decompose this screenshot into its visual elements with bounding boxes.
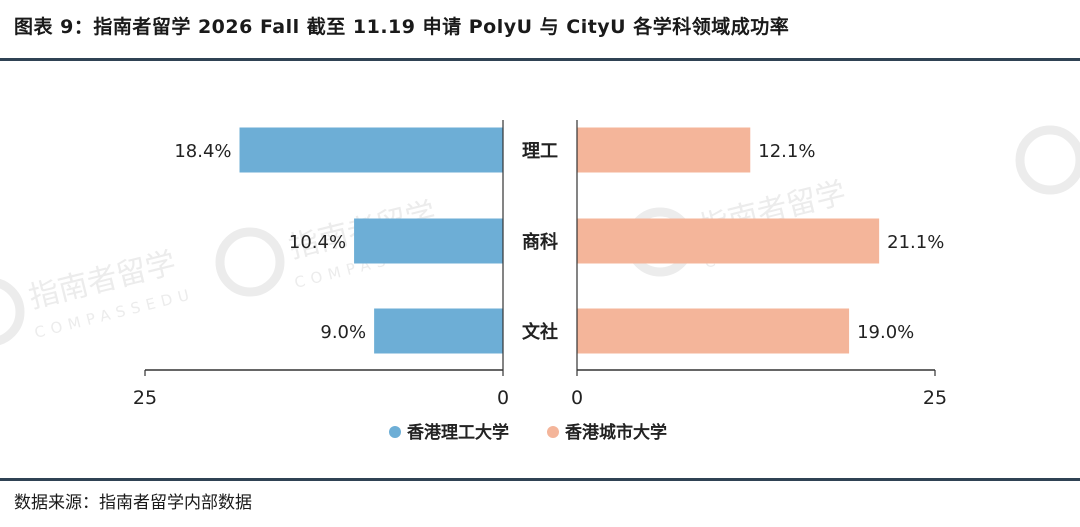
legend-marker-icon [389, 426, 401, 438]
bar-3-left [374, 308, 503, 354]
legend-label: 香港理工大学 [407, 422, 509, 443]
x-tick-label: 0 [571, 387, 583, 409]
value-label-right: 12.1% [758, 141, 815, 162]
value-label-left: 9.0% [320, 322, 366, 343]
bar-2-right [577, 218, 880, 264]
bar-1-right [577, 127, 751, 173]
bar-1-left [239, 127, 503, 173]
source-note: 数据来源：指南者留学内部数据 [14, 493, 252, 513]
x-tick-label: 0 [497, 387, 509, 409]
legend-marker-icon [547, 426, 559, 438]
category-label: 理工 [522, 141, 558, 162]
value-label-right: 21.1% [887, 232, 944, 253]
x-tick-label: 25 [923, 387, 947, 409]
footer-rule [0, 478, 1080, 481]
bar-3-right [577, 308, 850, 354]
value-label-left: 18.4% [174, 141, 231, 162]
x-tick-label: 25 [133, 387, 157, 409]
butterfly-bar-chart: 指南者留学COMPASSEDU指南者留学COMPASSEDU指南者留学COMPA… [0, 120, 1080, 443]
watermark-logo-icon [1015, 125, 1080, 195]
category-label: 商科 [522, 231, 558, 253]
watermark-logo-icon [215, 227, 285, 297]
bar-2-left [354, 218, 503, 264]
legend-label: 香港城市大学 [565, 422, 667, 443]
header-rule [0, 58, 1080, 61]
value-label-left: 10.4% [289, 232, 346, 253]
chart-title: 图表 9：指南者留学 2026 Fall 截至 11.19 申请 PolyU 与… [14, 16, 790, 38]
value-label-right: 19.0% [857, 322, 914, 343]
category-label: 文社 [522, 321, 558, 343]
watermark-logo-icon [0, 278, 25, 346]
